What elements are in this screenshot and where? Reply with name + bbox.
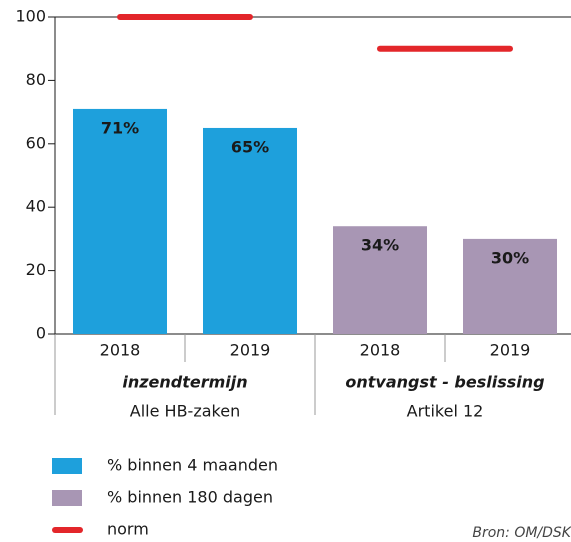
value-label: 71% [101,118,139,137]
group-label: ontvangst - beslissing [345,373,544,392]
legend-label: % binnen 180 dagen [107,488,273,507]
bar [333,226,427,334]
x-tick-label: 2019 [490,341,531,360]
bar [73,108,167,335]
bar [463,238,557,334]
source: Bron: OM/DSK [472,525,571,541]
legend-swatch [52,490,82,506]
value-label: 34% [361,236,399,255]
x-tick-label: 2018 [100,341,141,360]
group-sublabel: Alle HB-zaken [130,402,240,421]
y-tick-label: 40 [26,197,46,216]
legend-label: norm [107,520,149,539]
y-tick-label: 80 [26,70,46,89]
group-label: inzendtermijn [122,373,247,392]
legend-swatch [52,458,82,474]
group-sublabel: Artikel 12 [407,402,484,421]
legend-label: % binnen 4 maanden [107,456,278,475]
y-tick-label: 100 [15,7,46,26]
y-tick-label: 20 [26,260,46,279]
bar [203,127,297,334]
value-label: 30% [491,248,529,267]
x-tick-label: 2018 [360,341,401,360]
x-tick-label: 2019 [230,341,271,360]
value-label: 65% [231,137,269,156]
y-tick-label: 60 [26,133,46,152]
y-tick-label: 0 [36,324,46,343]
